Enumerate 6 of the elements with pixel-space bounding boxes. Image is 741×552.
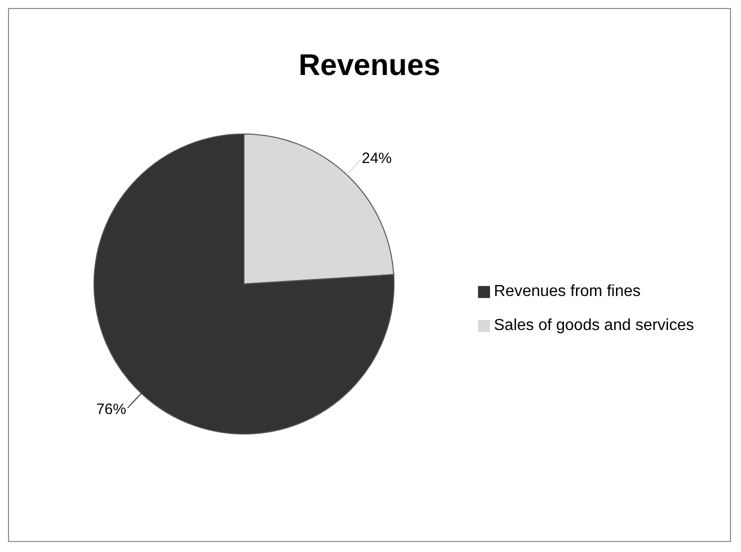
legend-label: Sales of goods and services xyxy=(494,317,694,334)
pie-slice xyxy=(94,134,394,434)
data-label: 76% xyxy=(96,400,126,418)
data-label: 24% xyxy=(362,150,392,168)
legend-label: Revenues from fines xyxy=(494,283,641,300)
chart-title: Revenues xyxy=(298,49,442,84)
